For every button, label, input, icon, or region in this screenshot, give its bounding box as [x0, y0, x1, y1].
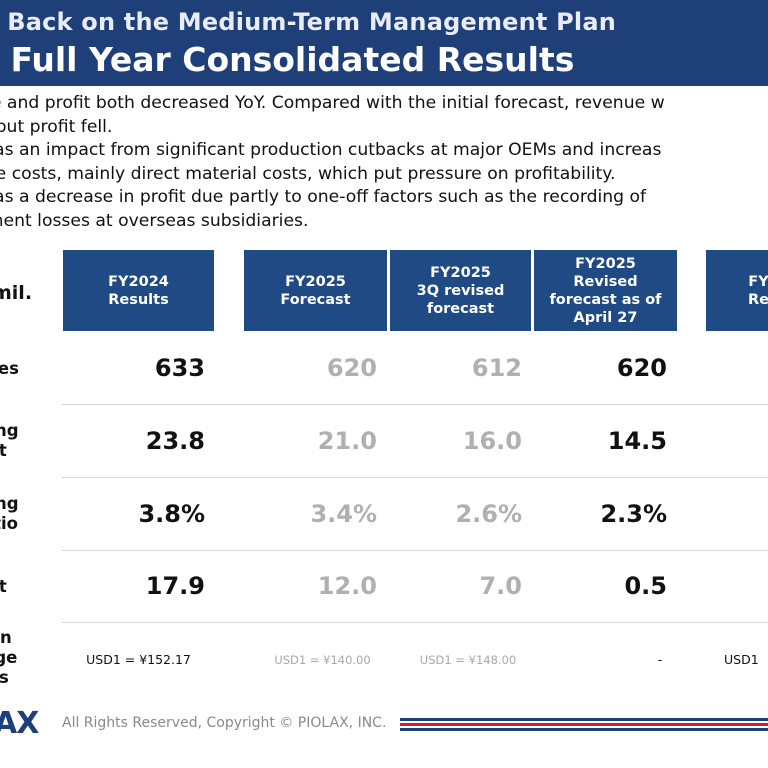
cell-fy2025-revised-apr27: 0.5 [624, 572, 667, 600]
summary-line: y but profit fell. [0, 116, 113, 137]
column-header-fy2024-results: FY2024 Results [63, 250, 214, 331]
column-header-fy2025-3q-revised: FY2025 3Q revised forecast [390, 250, 531, 331]
cell-fy2025-revised-apr27: 620 [616, 354, 667, 382]
footer-stripe-red [400, 723, 768, 726]
company-logo: AX [0, 706, 39, 741]
copyright-text: All Rights Reserved, Copyright © PIOLAX,… [62, 715, 387, 731]
cell-fy2025-forecast: 12.0 [317, 572, 377, 600]
row-label-operating-profit-ratio: ting atio [0, 494, 19, 533]
row-label-net-sales: ales [0, 359, 19, 378]
cell-fy2024-results: 3.8% [138, 500, 205, 528]
cell-fx-fy2025-3q-revised: USD1 = ¥148.00 [419, 653, 517, 667]
column-header-fy2025-results: FY Re [706, 250, 768, 331]
cell-fx-fy2025-revised-apr27: - [657, 652, 663, 667]
cell-fy2025-forecast: 21.0 [317, 427, 377, 455]
footer-stripe-blue [400, 728, 768, 731]
row-divider [62, 622, 768, 623]
footer-stripe-blue [400, 718, 768, 721]
cell-fy2025-forecast: 620 [326, 354, 377, 382]
column-header-fy2025-forecast: FY2025 Forecast [244, 250, 387, 331]
slide-title: 5 Full Year Consolidated Results [0, 40, 575, 79]
slide-subtitle: ng Back on the Medium-Term Management Pl… [0, 8, 617, 36]
cell-fy2025-3q-revised: 7.0 [479, 572, 522, 600]
cell-fy2025-3q-revised: 16.0 [462, 427, 522, 455]
cell-fy2024-results: 17.9 [145, 572, 205, 600]
cell-fy2025-revised-apr27: 2.3% [600, 500, 667, 528]
unit-label: mil. [0, 282, 33, 304]
slide-header: ng Back on the Medium-Term Management Pl… [0, 0, 768, 86]
summary-line: ble costs, mainly direct material costs,… [0, 163, 616, 184]
cell-fx-fy2025-results: USD1 [724, 652, 759, 667]
row-divider [62, 404, 768, 405]
cell-fy2025-3q-revised: 2.6% [455, 500, 522, 528]
summary-text: ue and profit both decreased YoY. Compar… [0, 92, 768, 234]
summary-line: was an impact from significant productio… [0, 140, 662, 161]
cell-fy2025-forecast: 3.4% [310, 500, 377, 528]
cell-fy2025-revised-apr27: 14.5 [607, 427, 667, 455]
row-divider [62, 550, 768, 551]
row-label-profit: it [0, 577, 7, 596]
cell-fx-fy2024-results: USD1 = ¥152.17 [86, 652, 191, 667]
cell-fy2024-results: 633 [154, 354, 205, 382]
row-label-foreign-exchange-rates: gn nge ts [0, 628, 18, 687]
row-divider [62, 477, 768, 478]
row-label-operating-profit: ting it [0, 421, 19, 460]
cell-fy2024-results: 23.8 [145, 427, 205, 455]
summary-line: ue and profit both decreased YoY. Compar… [0, 93, 665, 113]
cell-fy2025-3q-revised: 612 [471, 354, 522, 382]
summary-line: was a decrease in profit due partly to o… [0, 187, 647, 208]
column-header-fy2025-revised-apr27: FY2025 Revised forecast as of April 27 [534, 250, 677, 331]
cell-fx-fy2025-forecast: USD1 = ¥140.00 [274, 653, 371, 667]
summary-line: rment losses at overseas subsidiaries. [0, 210, 309, 231]
